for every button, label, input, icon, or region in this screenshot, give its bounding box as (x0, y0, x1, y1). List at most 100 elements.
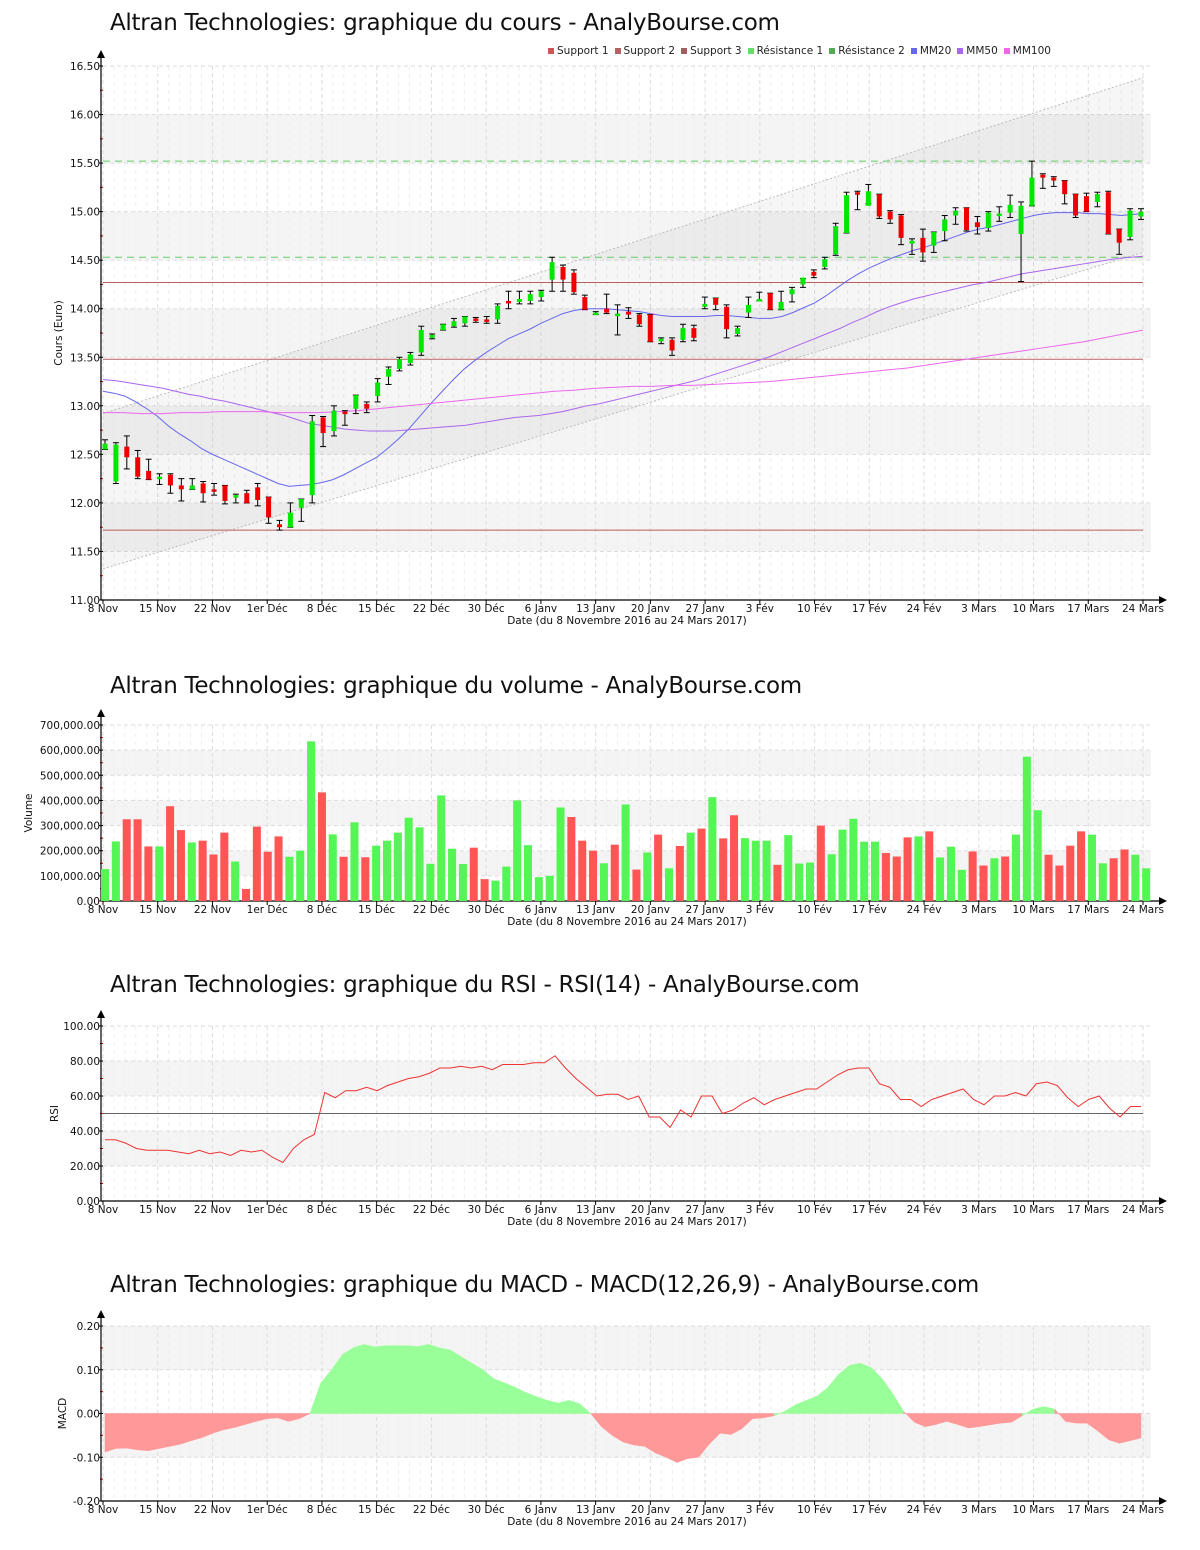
x-tick-label: 8 Déc (307, 603, 338, 615)
candle (854, 192, 860, 195)
volume-bar (1109, 858, 1118, 901)
x-tick-label: 17 Mars (1067, 1504, 1109, 1516)
candle (953, 210, 959, 216)
x-tick-label: 22 Déc (413, 1504, 450, 1516)
candle (1007, 204, 1013, 213)
legend-item: Résistance 1 (747, 45, 824, 57)
candle (211, 489, 217, 492)
candle (964, 207, 970, 231)
candle (745, 304, 751, 313)
x-tick-label: 10 Fév (797, 1204, 832, 1216)
y-axis-arrow-icon (97, 1310, 105, 1318)
x-axis-label: Date (du 8 Novembre 2016 au 24 Mars 2017… (507, 1516, 747, 1528)
x-tick-label: 22 Nov (194, 904, 231, 916)
candle (396, 359, 402, 369)
x-tick-label: 3 Fév (746, 904, 774, 916)
volume-bar (990, 858, 999, 901)
x-tick-label: 10 Fév (797, 603, 832, 615)
y-tick-label: 300,000.00 (40, 821, 100, 833)
volume-bar (1142, 868, 1151, 901)
candle (266, 497, 272, 518)
candle (756, 299, 762, 302)
y-tick-label: 200,000.00 (40, 846, 100, 858)
volume-bar (686, 832, 695, 901)
x-tick-label: 30 Déc (468, 1204, 505, 1216)
volume-bar (372, 845, 381, 901)
candle (931, 232, 937, 246)
legend-swatch-icon (957, 48, 964, 54)
rsi-line (105, 1055, 1141, 1164)
y-tick-label: 400,000.00 (40, 795, 100, 807)
y-tick-label: 13.00 (70, 401, 100, 413)
macd-panel: Altran Technologies: graphique du MACD -… (0, 1240, 1200, 1550)
x-tick-label: 3 Fév (746, 1204, 774, 1216)
legend-swatch-icon (614, 48, 621, 54)
candle (1062, 180, 1068, 195)
candle (778, 301, 784, 310)
candle (353, 395, 359, 409)
candle (375, 382, 381, 397)
x-tick-label: 8 Nov (88, 603, 119, 615)
volume-bar (307, 741, 316, 901)
volume-bar (350, 822, 359, 901)
candle (920, 237, 926, 253)
x-tick-label: 27 Janv (686, 1504, 725, 1516)
macd-chart-title: Altran Technologies: graphique du MACD -… (110, 1272, 979, 1298)
x-tick-label: 3 Mars (961, 603, 996, 615)
x-axis-label: Date (du 8 Novembre 2016 au 24 Mars 2017… (507, 615, 747, 627)
candle (571, 272, 577, 293)
candle (386, 368, 392, 377)
candle (767, 293, 773, 310)
volume-bar (1131, 854, 1140, 901)
legend-label: Résistance 1 (756, 45, 824, 57)
candle (1051, 177, 1057, 181)
x-tick-label: 22 Nov (194, 1504, 231, 1516)
candle (495, 305, 501, 320)
y-tick-label: 15.50 (70, 158, 100, 170)
volume-bar (1087, 834, 1096, 901)
y-tick-label: 14.50 (70, 255, 100, 267)
candle (909, 240, 915, 244)
x-tick-label: 17 Mars (1067, 603, 1109, 615)
candle (974, 222, 980, 228)
x-tick-label: 17 Mars (1067, 904, 1109, 916)
x-tick-label: 15 Déc (358, 904, 395, 916)
candle (102, 443, 108, 450)
volume-bar (664, 868, 673, 901)
volume-bar (730, 815, 739, 901)
candle (1138, 211, 1144, 217)
volume-bar (795, 863, 804, 901)
candle (789, 289, 795, 295)
candle (298, 499, 304, 508)
volume-bar (675, 845, 684, 901)
candle (113, 444, 119, 482)
y-tick-label: 11.50 (70, 546, 100, 558)
legend-label: MM20 (919, 45, 952, 57)
volume-bar (545, 875, 554, 901)
volume-bar (719, 838, 728, 901)
candle (996, 213, 1002, 217)
candle (473, 318, 479, 321)
price-chart: 11.00 11.50 12.00 12.50 13.00 13.50 14.00 14.50… (53, 50, 1167, 627)
x-tick-label: 24 Fév (907, 603, 942, 615)
x-tick-label: 6 Janv (525, 1204, 557, 1216)
y-tick-label: 100.00 (63, 1021, 100, 1033)
legend-swatch-icon (747, 48, 754, 54)
candle (560, 266, 566, 280)
volume-bar (155, 846, 164, 901)
x-axis-label: Date (du 8 Novembre 2016 au 24 Mars 2017… (507, 916, 747, 928)
volume-bar (231, 861, 240, 901)
legend-item: Support 3 (681, 45, 742, 57)
x-tick-label: 6 Janv (525, 1504, 557, 1516)
volume-bar (111, 841, 120, 901)
candle (1040, 174, 1046, 178)
volume-bar (1077, 831, 1086, 901)
candle (636, 314, 642, 325)
volume-bar (393, 832, 402, 901)
candle (222, 485, 228, 501)
volume-bar (448, 848, 457, 901)
y-tick-label: 14.00 (70, 304, 100, 316)
x-tick-label: 30 Déc (468, 1504, 505, 1516)
y-tick-label: 0.20 (77, 1321, 100, 1333)
candle (865, 191, 871, 206)
